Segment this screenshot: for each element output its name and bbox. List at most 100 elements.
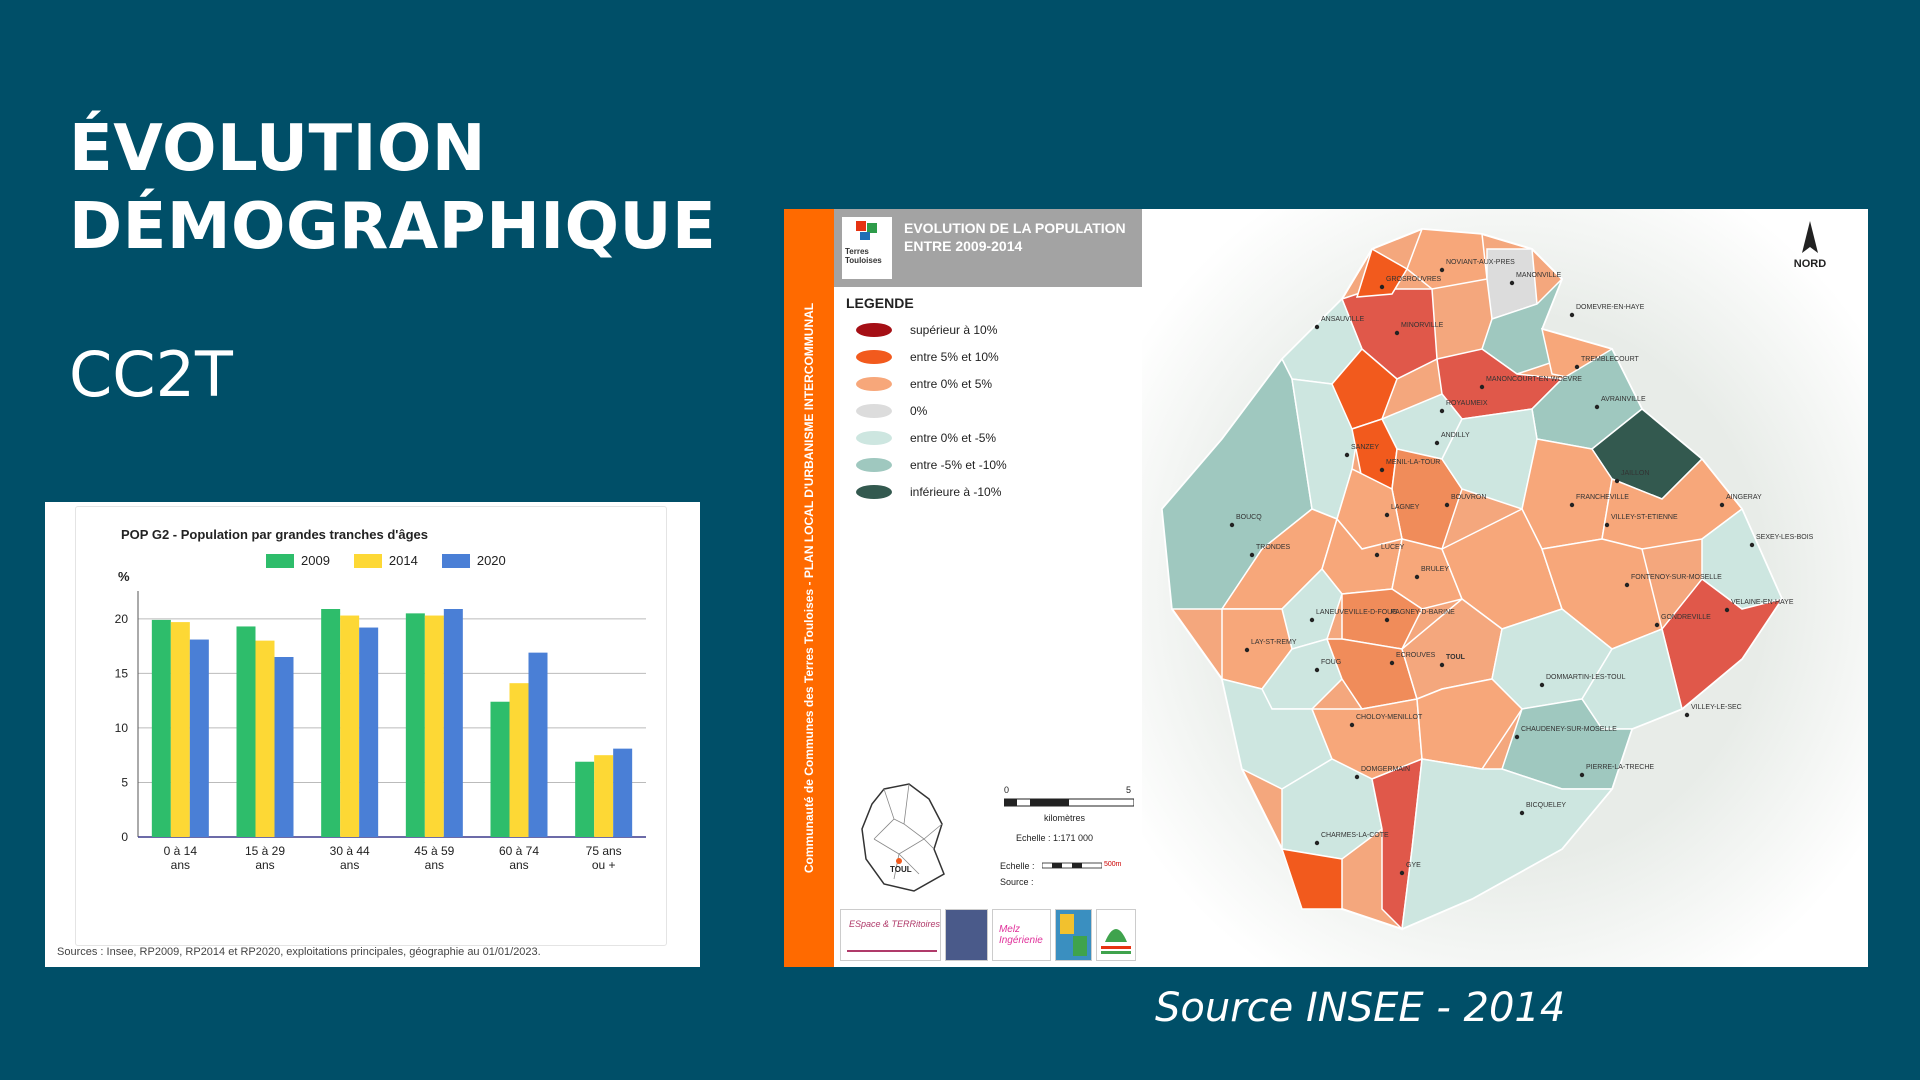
commune-dot <box>1314 840 1320 846</box>
x-tick-5-0: 75 ans <box>586 844 622 858</box>
commune-label: TREMBLECOURT <box>1581 356 1640 363</box>
bar-2020-5 <box>613 748 633 837</box>
x-tick-2-1: ans <box>340 858 359 872</box>
commune-label: BOUVRON <box>1451 494 1486 501</box>
x-tick-1-1: ans <box>255 858 274 872</box>
commune-dot <box>1379 284 1385 290</box>
terres-touloises-logo: Terres Touloises <box>842 217 892 279</box>
commune-label: GONDREVILLE <box>1661 614 1711 621</box>
commune-label: VILLEY-ST-ETIENNE <box>1611 514 1678 521</box>
legend-item-2020: 2020 <box>441 553 506 568</box>
region-noviant <box>1406 228 1488 290</box>
commune-dot <box>1384 617 1390 623</box>
commune-dot <box>1374 552 1380 558</box>
map-legend-swatch <box>856 350 892 364</box>
commune-dot <box>1614 478 1620 484</box>
commune-label: CHARMES-LA-COTE <box>1321 832 1389 839</box>
source-caption: Source INSEE - 2014 <box>1155 985 1566 1031</box>
bar-2014-3 <box>424 615 444 837</box>
legend-swatch-2020 <box>441 553 470 568</box>
x-tick-3-0: 45 à 59 <box>414 844 454 858</box>
logo-text: Terres Touloises <box>845 247 882 265</box>
commune-label: PIERRE-LA-TRECHE <box>1586 764 1654 771</box>
map-legend-row: supérieur à 10% <box>856 323 997 337</box>
commune-dot <box>1604 522 1610 528</box>
commune-dot <box>1749 542 1755 548</box>
commune-label: ECROUVES <box>1396 652 1436 659</box>
region-charmes <box>1280 848 1343 910</box>
commune-label: TOUL <box>1446 654 1466 661</box>
commune-label: SANZEY <box>1351 444 1379 451</box>
commune-label: NOVIANT-AUX-PRES <box>1446 259 1515 266</box>
commune-dot <box>1314 667 1320 673</box>
espace-territoires-text: ESpace & TERRitoires <box>849 919 941 929</box>
map-legend-swatch <box>856 323 892 337</box>
partner-logo-4-mark2 <box>1073 936 1087 956</box>
commune-label: AINGERAY <box>1726 494 1762 501</box>
commune-dot <box>1654 622 1660 628</box>
legend-item-2014: 2014 <box>353 553 418 568</box>
x-tick-3-1: ans <box>425 858 444 872</box>
commune-label: PAGNEY-D-BARINE <box>1391 609 1455 616</box>
commune-label: GYE <box>1406 862 1421 869</box>
region-pagney <box>1341 588 1423 650</box>
map-legend-label: 0% <box>910 404 928 418</box>
scale-bar-icon <box>1004 798 1134 807</box>
commune-dot <box>1569 502 1575 508</box>
commune-label: LAY-ST-REMY <box>1251 639 1297 646</box>
scale-start: 0 <box>1004 785 1010 795</box>
commune-label: FOUG <box>1321 659 1341 666</box>
map-vertical-title: Communauté de Communes des Terres Touloi… <box>802 302 816 874</box>
commune-dot <box>1229 522 1235 528</box>
map-legend-title: LEGENDE <box>846 295 914 311</box>
map-legend-row: entre 0% et 5% <box>856 377 992 391</box>
commune-label: ANSAUVILLE <box>1321 316 1365 323</box>
bar-chart-sources: Sources : Insee, RP2009, RP2014 et RP202… <box>57 946 541 958</box>
slide-title-line2: DÉMOGRAPHIQUE <box>69 190 717 264</box>
commune-label: CHAUDENEY-SUR-MOSELLE <box>1521 726 1617 733</box>
partner-logo-5 <box>1096 909 1136 961</box>
legend-label-2014: 2014 <box>388 553 418 568</box>
commune-dot <box>1539 682 1545 688</box>
map-legend-label: inférieure à -10% <box>910 485 1002 499</box>
inset-toul-label: TOUL <box>890 865 912 874</box>
map-legend-swatch <box>856 404 892 418</box>
commune-label: AVRAINVILLE <box>1601 396 1646 403</box>
logo-text-line1: Terres <box>845 247 869 256</box>
map-panel: Communauté de Communes des Terres Touloi… <box>784 209 1868 967</box>
map-legend-swatch <box>856 485 892 499</box>
commune-dot <box>1314 324 1320 330</box>
map-legend-swatch <box>856 458 892 472</box>
inset-locator-map <box>861 783 945 892</box>
bar-chart-card: POP G2 - Population par grandes tranches… <box>75 506 667 946</box>
region-sanzey-n <box>1331 347 1398 430</box>
bar-chart-legend: 2009 2014 2020 <box>266 553 506 568</box>
commune-label: SEXEY-LES-BOIS <box>1756 534 1814 541</box>
bar-2009-1 <box>236 626 256 837</box>
commune-dot <box>1399 870 1405 876</box>
commune-dot <box>1244 647 1250 653</box>
commune-dot <box>1414 574 1420 580</box>
bar-2009-4 <box>490 701 510 837</box>
source-label: Source : <box>1000 877 1034 887</box>
bar-2014-1 <box>255 640 275 837</box>
commune-dot <box>1519 810 1525 816</box>
bar-2009-2 <box>321 609 341 837</box>
north-label: NORD <box>1793 258 1827 270</box>
commune-label: MENIL-LA-TOUR <box>1386 459 1440 466</box>
map-legend-label: entre 0% et -5% <box>910 431 997 445</box>
commune-dot <box>1594 404 1600 410</box>
map-legend-label: entre -5% et -10% <box>910 458 1007 472</box>
x-tick-4-0: 60 à 74 <box>499 844 539 858</box>
map-legend-label: entre 5% et 10% <box>910 350 999 364</box>
commune-dot <box>1439 408 1445 414</box>
partner-logo-5-icon <box>1101 929 1131 954</box>
legend-label-2020: 2020 <box>476 553 506 568</box>
x-tick-5-1: ou + <box>592 858 616 872</box>
commune-dot <box>1384 512 1390 518</box>
bar-2009-5 <box>575 761 595 837</box>
commune-label: BICQUELEY <box>1526 802 1566 809</box>
legend-swatch-2009 <box>266 553 294 568</box>
commune-dot <box>1569 312 1575 318</box>
